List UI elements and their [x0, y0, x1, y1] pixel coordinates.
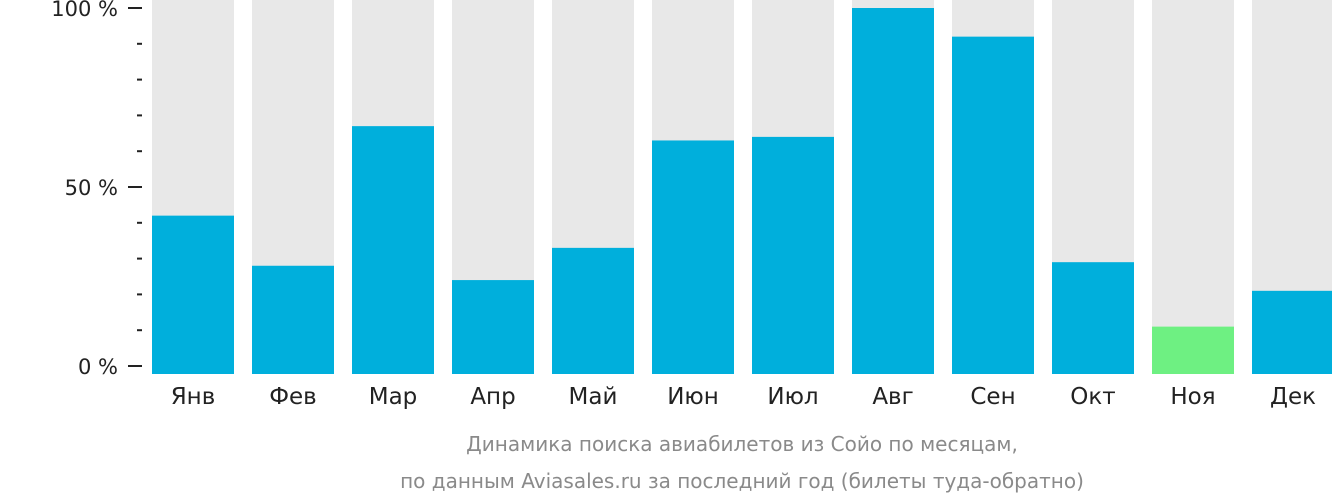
x-axis-labels: Янв Фев Мар Апр Май Июн Июл Авг Сен Окт Ноя Дек: [171, 384, 1316, 410]
bar-12: [1252, 290, 1332, 374]
bar-11: [1152, 326, 1234, 374]
bar-9: [952, 36, 1034, 374]
bar-10: [1052, 262, 1134, 374]
x-tick-label: Апр: [470, 384, 515, 410]
x-tick-label: Сен: [970, 384, 1015, 410]
x-tick-label: Авг: [872, 384, 913, 410]
y-tick-label: 100 %: [51, 0, 118, 21]
bar-8: [852, 8, 934, 374]
bar-5: [552, 247, 634, 374]
x-tick-label: Июл: [767, 384, 818, 410]
bar-3: [352, 126, 434, 374]
y-tick-label: 50 %: [65, 176, 118, 200]
x-tick-label: Дек: [1270, 384, 1316, 410]
bar-2: [252, 265, 334, 374]
x-tick-label: Июн: [667, 384, 719, 410]
x-tick-label: Янв: [171, 384, 216, 410]
chart-caption-line-1: Динамика поиска авиабилетов из Сойо по м…: [466, 432, 1018, 456]
x-tick-label: Окт: [1070, 384, 1115, 410]
x-tick-label: Мар: [369, 384, 418, 410]
x-tick-label: Май: [569, 384, 618, 410]
y-axis: 0 % 50 % 100 %: [51, 0, 142, 379]
chart-caption-line-2: по данным Aviasales.ru за последний год …: [400, 469, 1084, 493]
x-tick-label: Ноя: [1170, 384, 1215, 410]
bar-7: [752, 136, 834, 374]
bar-background: [1152, 0, 1234, 374]
bars-group: [152, 0, 1332, 374]
x-tick-label: Фев: [269, 384, 317, 410]
y-tick-label: 0 %: [78, 355, 118, 379]
bar-6: [652, 140, 734, 374]
bar-4: [452, 280, 534, 374]
bar-1: [152, 215, 234, 374]
